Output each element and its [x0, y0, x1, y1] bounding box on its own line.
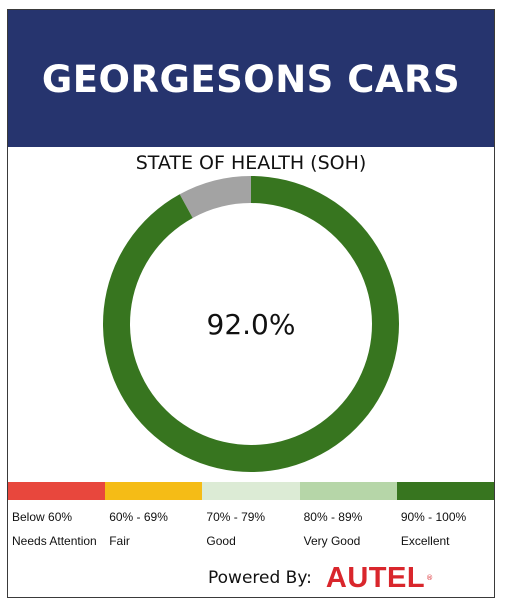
gauge-title: STATE OF HEALTH (SOH) [135, 152, 367, 174]
health-scale-bar [8, 482, 495, 500]
legend-range: 80% - 89% [303, 510, 363, 524]
soh-donut-gauge: 92.0% [103, 176, 399, 472]
legend-item-fair: 60% - 69% Fair [105, 510, 202, 548]
gauge-ring [103, 176, 399, 472]
gauge-value: 92.0% [206, 307, 296, 341]
legend-item-very-good: 80% - 89% Very Good [300, 510, 397, 548]
dealer-name: GEORGESONS CARS [41, 58, 461, 101]
legend-label: Excellent [400, 534, 450, 548]
scale-segment-very-good [299, 482, 397, 500]
powered-by-footer: Powered By: AUTEL ® [208, 561, 434, 594]
scale-segment-fair [105, 482, 203, 500]
legend-range: 70% - 79% [206, 510, 266, 524]
legend-item-excellent: 90% - 100% Excellent [397, 510, 494, 548]
autel-logo: AUTEL [325, 561, 426, 594]
legend-range: 90% - 100% [400, 510, 467, 524]
legend-range: Below 60% [12, 510, 73, 524]
legend-range: 60% - 69% [109, 510, 168, 524]
powered-by-label: Powered By: [208, 568, 312, 588]
soh-report-card: GEORGESONS CARS STATE OF HEALTH (SOH) 92… [7, 9, 495, 598]
legend-label: Needs Attention [12, 534, 97, 548]
legend-label: Good [206, 534, 236, 548]
scale-segment-good [202, 482, 300, 500]
health-scale-legend: Below 60% Needs Attention 60% - 69% Fair… [8, 510, 494, 548]
scale-segment-excellent [396, 482, 495, 500]
scale-segment-needs-attention [8, 482, 106, 500]
registered-mark: ® [426, 574, 434, 582]
legend-label: Fair [109, 534, 130, 548]
legend-item-needs-attention: Below 60% Needs Attention [8, 510, 105, 548]
legend-item-good: 70% - 79% Good [202, 510, 299, 548]
gauge-remainder-arc [179, 176, 251, 218]
header-banner: GEORGESONS CARS [8, 10, 494, 147]
legend-label: Very Good [303, 534, 361, 548]
